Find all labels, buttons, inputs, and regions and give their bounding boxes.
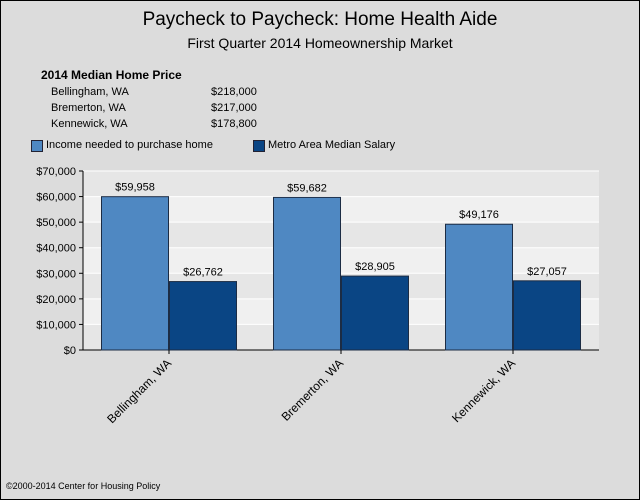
median-price-value: $218,000 [211, 86, 257, 98]
legend-swatch [31, 140, 43, 152]
x-tick-label: Bellingham, WA [104, 356, 174, 426]
bar [445, 223, 513, 351]
data-label: $59,958 [115, 182, 155, 194]
y-tick-label: $60,000 [36, 192, 76, 204]
median-price-value: $217,000 [211, 102, 257, 114]
bar [273, 196, 341, 351]
data-label: $26,762 [183, 267, 223, 279]
legend-label: Income needed to purchase home [46, 139, 213, 151]
grid-band [83, 171, 599, 197]
median-price-row: Bellingham, WA $218,000 [41, 84, 281, 100]
median-price-value: $178,800 [211, 118, 257, 130]
data-label: $27,057 [527, 266, 567, 278]
data-label: $59,682 [287, 182, 327, 194]
chart-title: Paycheck to Paycheck: Home Health Aide [142, 9, 498, 30]
copyright-footer: ©2000-2014 Center for Housing Policy [6, 481, 161, 491]
median-price-city: Bellingham, WA [51, 86, 129, 98]
median-price-row: Kennewick, WA $178,800 [41, 116, 281, 132]
chart-subtitle: First Quarter 2014 Homeownership Market [187, 35, 453, 51]
legend-label: Metro Area Median Salary [268, 139, 396, 151]
bar [513, 280, 581, 351]
y-tick-label: $40,000 [36, 243, 76, 255]
bar [341, 275, 409, 351]
bar [169, 281, 237, 351]
legend-swatch [253, 140, 265, 152]
median-price-city: Kennewick, WA [51, 118, 128, 130]
bar [101, 196, 169, 351]
median-price-table: 2014 Median Home Price Bellingham, WA $2… [41, 68, 281, 132]
median-price-city: Bremerton, WA [51, 102, 126, 114]
median-price-row: Bremerton, WA $217,000 [41, 100, 281, 116]
y-tick-label: $70,000 [36, 166, 76, 178]
y-tick-label: $10,000 [36, 319, 76, 331]
y-tick-label: $30,000 [36, 268, 76, 280]
x-tick-label: Kennewick, WA [449, 356, 518, 425]
data-label: $28,905 [355, 261, 395, 273]
median-price-heading: 2014 Median Home Price [41, 68, 182, 82]
y-tick-label: $50,000 [36, 217, 76, 229]
y-tick-label: $0 [64, 345, 76, 357]
data-label: $49,176 [459, 209, 499, 221]
y-tick-label: $20,000 [36, 294, 76, 306]
x-tick-label: Bremerton, WA [279, 356, 347, 424]
